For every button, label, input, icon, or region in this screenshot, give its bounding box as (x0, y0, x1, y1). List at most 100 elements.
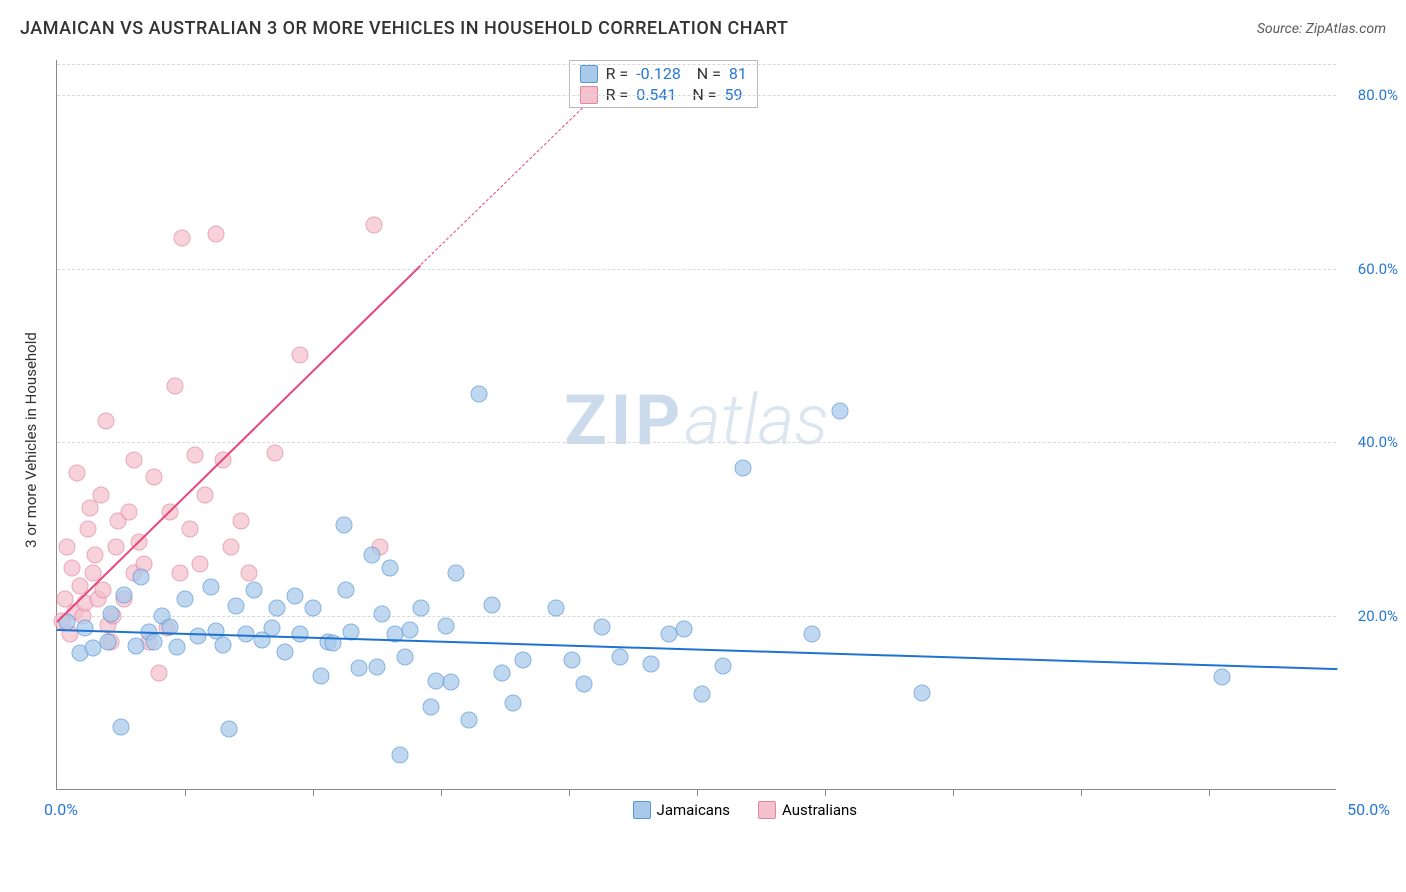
point-jamaicans (363, 547, 380, 564)
gridline-h (57, 616, 1336, 617)
point-jamaicans (392, 747, 409, 764)
x-axis-min-label: 0.0% (44, 800, 78, 819)
point-australians (266, 444, 283, 461)
point-australians (192, 556, 209, 573)
point-jamaicans (169, 638, 186, 655)
point-jamaicans (100, 634, 117, 651)
y-tick-label: 60.0% (1340, 260, 1398, 278)
point-jamaicans (563, 651, 580, 668)
point-jamaicans (128, 637, 145, 654)
point-australians (59, 538, 76, 555)
point-jamaicans (471, 385, 488, 402)
legend-item-jamaicans: Jamaicans (633, 801, 730, 819)
trendline-australians-ext (420, 108, 582, 265)
point-jamaicans (381, 560, 398, 577)
point-jamaicans (1213, 669, 1230, 686)
point-jamaicans (402, 622, 419, 639)
legend-item-australians: Australians (758, 801, 857, 819)
point-jamaicans (369, 659, 386, 676)
point-jamaicans (77, 620, 94, 637)
point-jamaicans (397, 649, 414, 666)
point-australians (197, 486, 214, 503)
point-jamaicans (714, 657, 731, 674)
point-jamaicans (269, 599, 286, 616)
point-jamaicans (461, 711, 478, 728)
gridline-h (57, 95, 1336, 96)
stats-row-blue: R = -0.128 N = 81 (570, 63, 757, 84)
gridline-h (57, 269, 1336, 270)
point-australians (146, 469, 163, 486)
point-jamaicans (422, 699, 439, 716)
y-axis-title: 3 or more Vehicles in Household (22, 332, 40, 548)
gridline-h (57, 442, 1336, 443)
plot-area: ZIPatlas R = -0.128 N = 81 R = 0.541 N =… (56, 60, 1336, 790)
point-jamaicans (264, 620, 281, 637)
x-tick (185, 789, 186, 796)
point-jamaicans (504, 695, 521, 712)
x-tick (569, 789, 570, 796)
point-australians (174, 230, 191, 247)
point-jamaicans (133, 569, 150, 586)
point-jamaicans (804, 625, 821, 642)
point-jamaicans (335, 516, 352, 533)
point-jamaicans (202, 578, 219, 595)
x-tick (1081, 789, 1082, 796)
point-jamaicans (287, 588, 304, 605)
watermark: ZIPatlas (564, 379, 828, 461)
stats-box: R = -0.128 N = 81 R = 0.541 N = 59 (569, 60, 758, 108)
point-australians (233, 512, 250, 529)
chart-title: JAMAICAN VS AUSTRALIAN 3 OR MORE VEHICLE… (20, 18, 788, 39)
point-jamaicans (735, 460, 752, 477)
point-jamaicans (312, 668, 329, 685)
x-tick (1209, 789, 1210, 796)
x-axis-max-label: 50.0% (1347, 800, 1390, 819)
point-australians (64, 560, 81, 577)
point-australians (366, 217, 383, 234)
point-jamaicans (115, 587, 132, 604)
point-australians (151, 664, 168, 681)
point-australians (241, 564, 258, 581)
point-jamaicans (276, 643, 293, 660)
point-jamaicans (215, 636, 232, 653)
y-tick-label: 80.0% (1340, 86, 1398, 104)
point-australians (95, 582, 112, 599)
x-tick (953, 789, 954, 796)
point-australians (97, 412, 114, 429)
point-jamaicans (448, 564, 465, 581)
point-jamaicans (102, 605, 119, 622)
point-jamaicans (484, 596, 501, 613)
point-australians (92, 486, 109, 503)
point-jamaicans (612, 649, 629, 666)
point-jamaicans (832, 403, 849, 420)
point-jamaicans (292, 625, 309, 642)
point-australians (187, 447, 204, 464)
point-australians (120, 503, 137, 520)
legend: Jamaicans Australians (633, 801, 858, 819)
swatch-jamaicans (633, 801, 651, 819)
x-tick (313, 789, 314, 796)
point-australians (223, 538, 240, 555)
point-jamaicans (438, 617, 455, 634)
point-jamaicans (338, 582, 355, 599)
point-australians (69, 464, 86, 481)
x-tick (441, 789, 442, 796)
gridline-h (57, 64, 1336, 65)
point-australians (107, 538, 124, 555)
point-jamaicans (412, 599, 429, 616)
x-tick (825, 789, 826, 796)
swatch-australians (758, 801, 776, 819)
point-australians (79, 521, 96, 538)
point-australians (171, 564, 188, 581)
x-tick (697, 789, 698, 796)
point-jamaicans (594, 619, 611, 636)
y-tick-label: 40.0% (1340, 433, 1398, 451)
point-jamaicans (576, 675, 593, 692)
point-jamaicans (642, 655, 659, 672)
point-jamaicans (177, 590, 194, 607)
point-jamaicans (246, 582, 263, 599)
point-jamaicans (189, 628, 206, 645)
point-jamaicans (443, 674, 460, 691)
point-australians (166, 377, 183, 394)
point-jamaicans (146, 634, 163, 651)
point-australians (87, 547, 104, 564)
